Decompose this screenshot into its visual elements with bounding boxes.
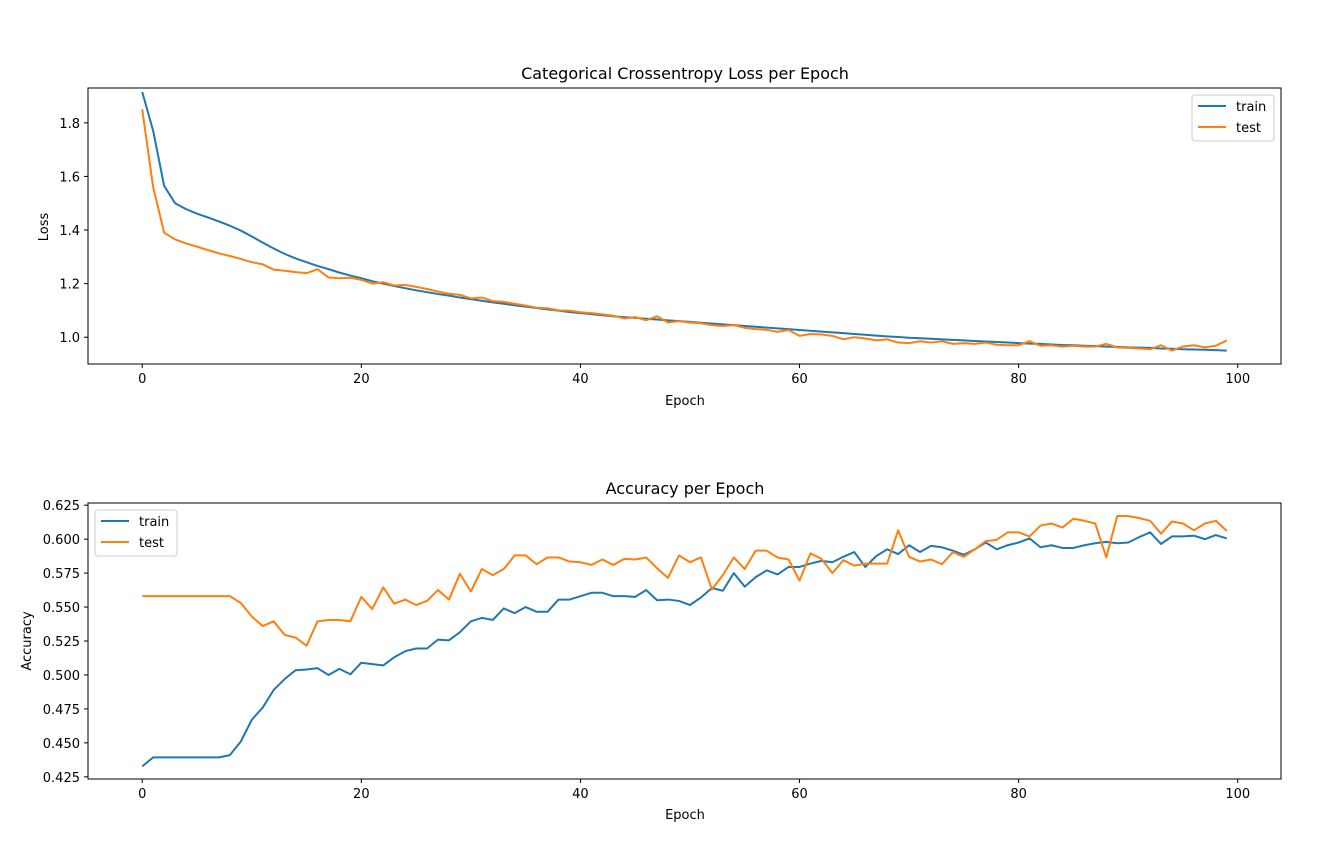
accuracy-ytick-label: 0.550 [43, 601, 80, 616]
accuracy-xtick-label: 0 [138, 787, 146, 802]
accuracy-legend-train-label: train [139, 515, 169, 530]
accuracy-ytick-label: 0.450 [43, 737, 80, 752]
loss-ytick-label: 1.6 [59, 170, 80, 185]
accuracy-chart: Accuracy per Epoch Epoch Accuracy 0 20 40 6… [20, 479, 1282, 823]
accuracy-ytick-label: 0.600 [43, 533, 80, 548]
accuracy-xtick-label: 80 [1010, 787, 1027, 802]
loss-ytick-label: 1.0 [59, 331, 80, 346]
accuracy-ytick-label: 0.425 [43, 771, 80, 786]
loss-chart: Categorical Crossentropy Loss per Epoch … [37, 64, 1282, 409]
accuracy-xtick-label: 60 [791, 787, 808, 802]
loss-chart-lines [141, 91, 1228, 352]
loss-xtick-label: 60 [791, 372, 808, 387]
loss-ytick-label: 1.4 [59, 224, 80, 239]
accuracy-chart-lines [141, 515, 1228, 768]
loss-chart-title: Categorical Crossentropy Loss per Epoch [521, 64, 849, 83]
accuracy-chart-ylabel: Accuracy [20, 611, 35, 671]
accuracy-ytick-label: 0.525 [43, 635, 80, 650]
loss-xtick-label: 20 [353, 372, 370, 387]
loss-xtick-label: 40 [572, 372, 589, 387]
accuracy-train-series-line [141, 531, 1228, 768]
loss-legend-test-label: test [1236, 121, 1261, 136]
accuracy-xtick-label: 40 [572, 787, 589, 802]
accuracy-chart-ticks: 0 20 40 60 80 100 0.425 0.450 0.475 0.500 0.525 0.5… [43, 499, 1250, 802]
loss-ytick-label: 1.2 [59, 278, 80, 293]
accuracy-test-series-line [142, 515, 1228, 647]
accuracy-legend-test-label: test [139, 536, 164, 551]
accuracy-chart-axes-frame [87, 502, 1282, 780]
loss-chart-ylabel: Loss [37, 213, 52, 242]
accuracy-ytick-label: 0.625 [43, 499, 80, 514]
loss-chart-axes-frame [87, 87, 1282, 365]
accuracy-xtick-label: 100 [1225, 787, 1250, 802]
loss-test-series-line [141, 109, 1228, 352]
accuracy-ytick-label: 0.475 [43, 703, 80, 718]
loss-xtick-label: 0 [138, 372, 146, 387]
loss-chart-ticks: 0 20 40 60 80 100 1.0 1.2 1.4 1.6 1.8 [59, 117, 1250, 387]
loss-chart-xlabel: Epoch [665, 394, 705, 409]
loss-xtick-label: 80 [1010, 372, 1027, 387]
accuracy-ytick-label: 0.575 [43, 567, 80, 582]
loss-chart-legend: train test [1191, 94, 1275, 142]
accuracy-chart-xlabel: Epoch [665, 808, 705, 823]
accuracy-xtick-label: 20 [353, 787, 370, 802]
loss-ytick-label: 1.8 [59, 117, 80, 132]
loss-xtick-label: 100 [1225, 372, 1250, 387]
loss-legend-train-label: train [1236, 100, 1266, 115]
accuracy-ytick-label: 0.500 [43, 669, 80, 684]
accuracy-chart-legend: train test [94, 509, 178, 557]
accuracy-chart-title: Accuracy per Epoch [606, 479, 765, 498]
